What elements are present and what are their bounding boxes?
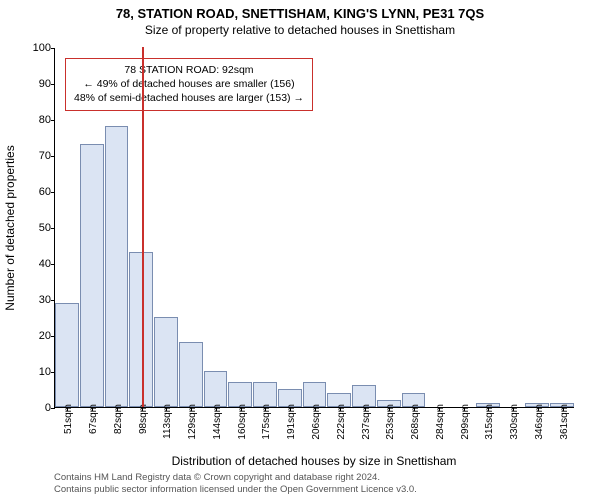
x-tick-label: 129sqm: [187, 404, 198, 440]
y-tick-label: 50: [21, 222, 51, 234]
x-tick-label: 299sqm: [460, 404, 471, 440]
y-tick-mark: [51, 156, 55, 157]
annotation-line1: 78 STATION ROAD: 92sqm: [74, 63, 304, 77]
x-tick-label: 268sqm: [410, 404, 421, 440]
x-tick-mark: [389, 407, 390, 411]
x-tick-mark: [513, 407, 514, 411]
y-tick-mark: [51, 120, 55, 121]
y-tick-mark: [51, 408, 55, 409]
x-tick-label: 113sqm: [162, 404, 173, 439]
y-tick-label: 90: [21, 78, 51, 90]
y-tick-mark: [51, 228, 55, 229]
marker-annotation: 78 STATION ROAD: 92sqm ← 49% of detached…: [65, 58, 313, 111]
x-tick-mark: [464, 407, 465, 411]
histogram-bar: [204, 371, 228, 407]
y-tick-mark: [51, 48, 55, 49]
plot-region: 78 STATION ROAD: 92sqm ← 49% of detached…: [54, 48, 574, 408]
page-subtitle: Size of property relative to detached ho…: [0, 21, 600, 37]
x-tick-mark: [216, 407, 217, 411]
x-tick-label: 206sqm: [311, 404, 322, 440]
annotation-line3: 48% of semi-detached houses are larger (…: [74, 91, 304, 105]
x-tick-mark: [92, 407, 93, 411]
x-tick-mark: [488, 407, 489, 411]
y-tick-label: 40: [21, 258, 51, 270]
x-tick-mark: [538, 407, 539, 411]
y-tick-mark: [51, 84, 55, 85]
histogram-bar: [105, 126, 129, 407]
y-axis-label: Number of detached properties: [3, 145, 17, 310]
y-tick-label: 60: [21, 186, 51, 198]
x-tick-label: 253sqm: [385, 404, 396, 440]
y-tick-label: 30: [21, 294, 51, 306]
x-tick-mark: [365, 407, 366, 411]
x-tick-mark: [563, 407, 564, 411]
footer-attribution: Contains HM Land Registry data © Crown c…: [54, 472, 417, 496]
histogram-bar: [55, 303, 79, 407]
y-tick-mark: [51, 300, 55, 301]
footer-line2: Contains public sector information licen…: [54, 484, 417, 496]
x-tick-mark: [191, 407, 192, 411]
x-tick-mark: [439, 407, 440, 411]
y-tick-mark: [51, 264, 55, 265]
x-tick-label: 144sqm: [212, 404, 223, 440]
y-tick-label: 10: [21, 366, 51, 378]
footer-line1: Contains HM Land Registry data © Crown c…: [54, 472, 417, 484]
x-tick-label: 82sqm: [113, 404, 124, 434]
x-tick-label: 222sqm: [336, 404, 347, 440]
chart-area: 78 STATION ROAD: 92sqm ← 49% of detached…: [54, 48, 574, 408]
y-tick-label: 100: [21, 42, 51, 54]
y-tick-label: 70: [21, 150, 51, 162]
x-tick-label: 160sqm: [237, 404, 248, 440]
x-tick-label: 315sqm: [484, 404, 495, 440]
x-tick-label: 191sqm: [286, 404, 297, 440]
chart-container: 78, STATION ROAD, SNETTISHAM, KING'S LYN…: [0, 0, 600, 500]
x-tick-label: 98sqm: [138, 404, 149, 434]
x-tick-label: 284sqm: [435, 404, 446, 440]
x-tick-label: 330sqm: [509, 404, 520, 440]
property-marker-line: [142, 47, 144, 407]
y-tick-label: 0: [21, 402, 51, 414]
x-tick-mark: [315, 407, 316, 411]
y-tick-mark: [51, 192, 55, 193]
annotation-line2: ← 49% of detached houses are smaller (15…: [74, 77, 304, 91]
page-title: 78, STATION ROAD, SNETTISHAM, KING'S LYN…: [0, 0, 600, 21]
x-tick-mark: [241, 407, 242, 411]
x-tick-label: 67sqm: [88, 404, 99, 434]
x-tick-mark: [117, 407, 118, 411]
x-tick-mark: [67, 407, 68, 411]
x-tick-mark: [340, 407, 341, 411]
x-tick-mark: [265, 407, 266, 411]
x-tick-mark: [142, 407, 143, 411]
x-tick-label: 175sqm: [261, 404, 272, 440]
y-tick-label: 80: [21, 114, 51, 126]
y-tick-label: 20: [21, 330, 51, 342]
histogram-bar: [179, 342, 203, 407]
x-tick-label: 346sqm: [534, 404, 545, 440]
x-tick-mark: [166, 407, 167, 411]
histogram-bar: [154, 317, 178, 407]
histogram-bar: [80, 144, 104, 407]
x-tick-mark: [414, 407, 415, 411]
x-axis-label: Distribution of detached houses by size …: [172, 454, 457, 468]
x-tick-label: 237sqm: [361, 404, 372, 440]
x-tick-label: 51sqm: [63, 404, 74, 434]
x-tick-mark: [290, 407, 291, 411]
x-tick-label: 361sqm: [559, 404, 570, 440]
